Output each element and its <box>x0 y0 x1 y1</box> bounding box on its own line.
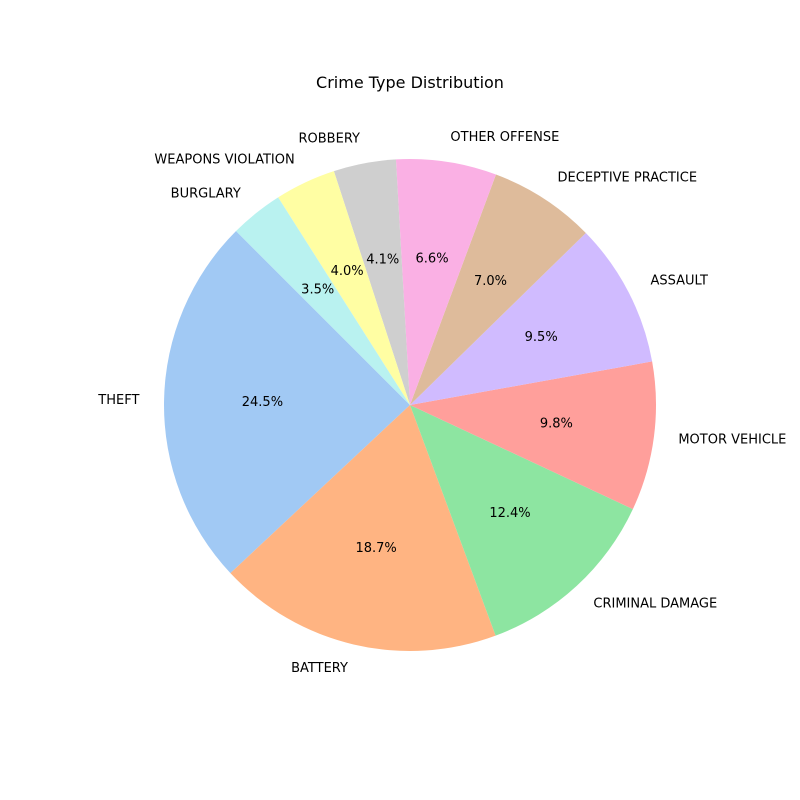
pie-slice-battery <box>230 405 496 651</box>
pie-labels: THEFT BATTERY CRIMINAL DAMAGE MOTOR VEHICLE… <box>97 130 786 676</box>
pie-slice-burglary <box>236 197 410 405</box>
pie-slice-weapons-violation <box>278 171 410 405</box>
pie-percent-labels: 24.5% 18.7% 12.4% 9.8% 9.5% 7.0% 6.6% 4.1%4.0% 3… <box>242 252 573 557</box>
slice-label: BATTERY <box>291 661 348 676</box>
pie-slices <box>163 159 656 651</box>
slice-percent-label: 4.0% <box>331 264 364 279</box>
slice-label: MOTOR VEHICLE <box>678 432 786 447</box>
pie-slice-theft <box>163 231 410 574</box>
slice-label: CRIMINAL DAMAGE <box>593 596 717 611</box>
pie-slice-criminal-damage <box>410 405 633 636</box>
slice-percent-label: 9.5% <box>525 330 558 345</box>
slice-percent-label: 4.1% <box>366 252 399 267</box>
slice-percent-label: 9.8% <box>540 417 573 432</box>
pie-slice-assault <box>410 232 653 405</box>
slice-percent-label: 7.0% <box>474 274 507 289</box>
slice-percent-label: 3.5% <box>301 282 334 297</box>
pie-slice-deceptive-practice <box>410 174 586 405</box>
chart-title: Crime Type Distribution <box>316 73 504 92</box>
slice-label: ROBBERY <box>299 132 361 147</box>
slice-label: OTHER OFFENSE <box>450 130 559 145</box>
slice-percent-label: 12.4% <box>489 506 530 521</box>
slice-label: THEFT <box>97 393 139 408</box>
pie-slice-motor-vehicle <box>410 361 656 510</box>
slice-label: DECEPTIVE PRACTICE <box>558 171 698 186</box>
pie-slice-other-offense <box>395 159 496 405</box>
slice-percent-label: 24.5% <box>242 395 283 410</box>
slice-label: BURGLARY <box>171 186 241 201</box>
slice-percent-label: 6.6% <box>416 252 449 267</box>
slice-percent-label: 18.7% <box>355 541 396 556</box>
pie-slice-robbery <box>333 159 410 405</box>
slice-label: ASSAULT <box>650 273 707 288</box>
slice-label: WEAPONS VIOLATION <box>154 153 294 168</box>
